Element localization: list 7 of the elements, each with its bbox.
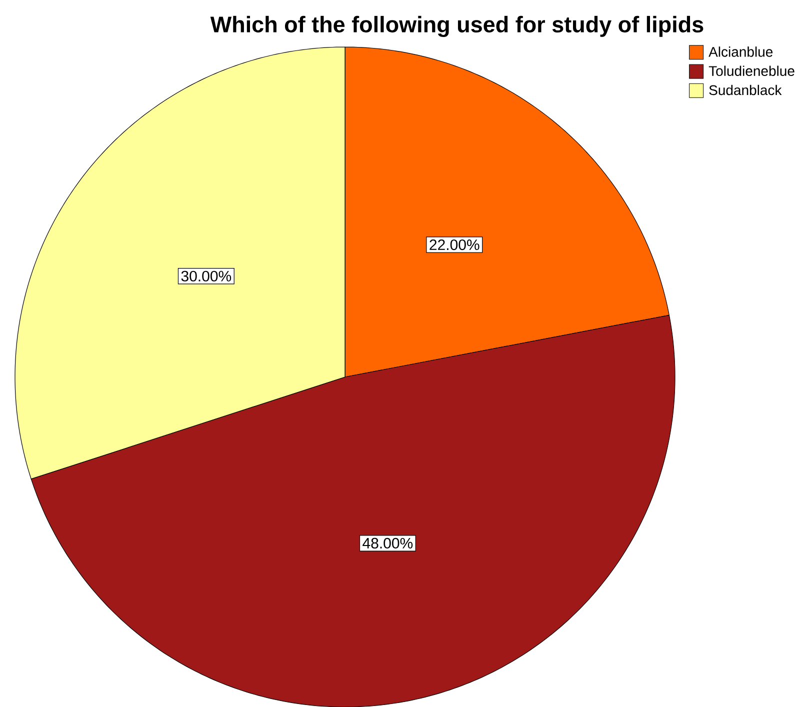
- data-label: 30.00%: [181, 270, 232, 282]
- legend-label: Alcianblue: [708, 46, 773, 57]
- data-label: 22.00%: [430, 239, 480, 250]
- legend-label: Sudanblack: [709, 84, 782, 96]
- chart-title: Which of the following used for study of lipids: [210, 16, 704, 38]
- legend-label: Toludieneblue: [708, 66, 794, 76]
- data-label: 48.00%: [362, 538, 413, 549]
